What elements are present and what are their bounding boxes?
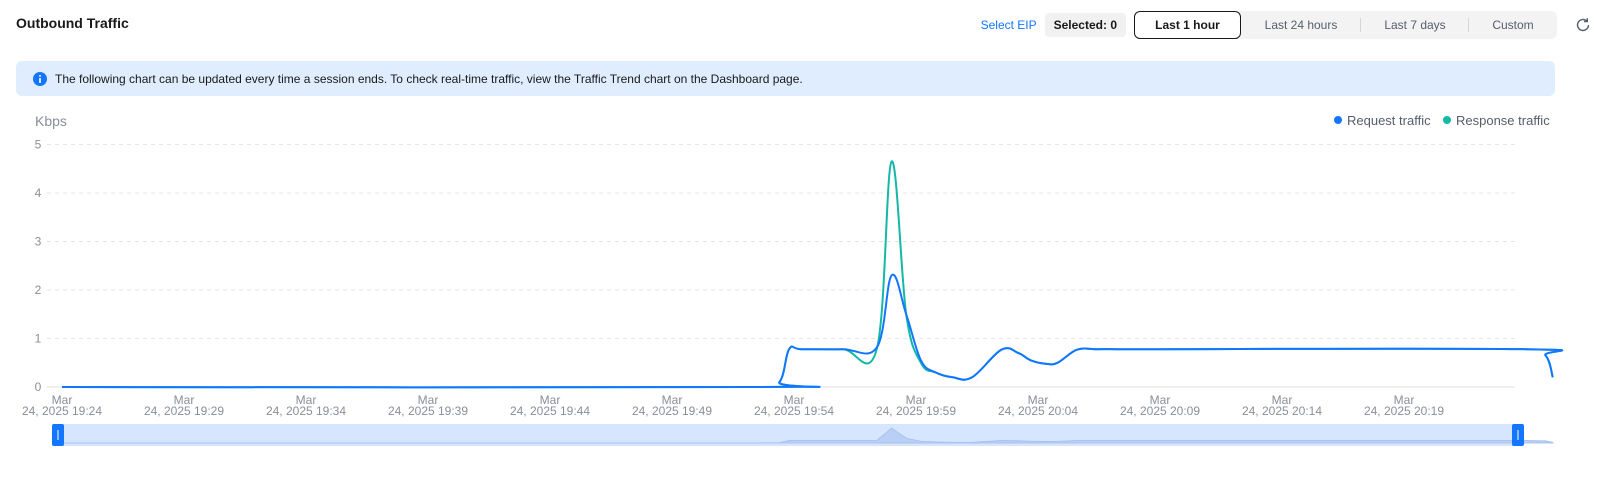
range-custom-button[interactable]: Custom (1492, 18, 1534, 32)
x-tick-label: 24, 2025 19:44 (510, 404, 590, 418)
info-text: The following chart can be updated every… (55, 71, 803, 86)
x-tick-label: Mar (540, 393, 561, 407)
range-last-7-days-button[interactable]: Last 7 days (1361, 11, 1469, 39)
header-controls: Select EIP Selected: 0 Last 1 hour Last … (981, 11, 1593, 39)
y-tick-label: 5 (35, 138, 42, 152)
x-tick-label: Mar (1150, 393, 1171, 407)
x-tick-label: 24, 2025 19:49 (632, 404, 712, 418)
x-tick-label: 24, 2025 20:14 (1242, 404, 1322, 418)
y-tick-label: 1 (35, 332, 42, 346)
legend-response-label: Response traffic (1456, 113, 1550, 128)
x-tick-label: 24, 2025 20:09 (1120, 404, 1200, 418)
info-banner: The following chart can be updated every… (16, 61, 1555, 96)
info-icon (33, 71, 47, 86)
x-tick-label: 24, 2025 19:59 (876, 404, 956, 418)
page-title: Outbound Traffic (16, 15, 129, 31)
traffic-chart: Kbps 0 1 2 3 4 5 Mar 24, 2025 19:24 Mar 24, 2025 1… (0, 100, 1609, 478)
selected-count-badge: Selected: 0 (1044, 13, 1126, 37)
x-tick-label: Mar (1272, 393, 1293, 407)
y-tick-label: 2 (35, 283, 42, 297)
x-tick-label: Mar (662, 393, 683, 407)
x-tick-label: Mar (52, 393, 73, 407)
page-header: Outbound Traffic Select EIP Selected: 0 … (0, 0, 1609, 50)
x-tick-label: Mar (784, 393, 805, 407)
x-tick-label: 24, 2025 19:24 (22, 404, 102, 418)
x-tick-label: 24, 2025 19:54 (754, 404, 834, 418)
x-tick-label: 24, 2025 20:19 (1364, 404, 1444, 418)
x-tick-label: Mar (1028, 393, 1049, 407)
range-last-24-hours-button[interactable]: Last 24 hours (1241, 11, 1361, 39)
x-tick-label: Mar (296, 393, 317, 407)
x-tick-label: 24, 2025 19:39 (388, 404, 468, 418)
x-tick-label: Mar (418, 393, 439, 407)
x-tick-label: Mar (906, 393, 927, 407)
y-tick-label: 0 (35, 380, 42, 394)
time-range-group: Last 1 hour Last 24 hours Last 7 days Cu… (1134, 11, 1557, 39)
range-last-1-hour-button[interactable]: Last 1 hour (1134, 11, 1241, 39)
x-tick-label: 24, 2025 19:34 (266, 404, 346, 418)
legend-response-dot (1443, 116, 1451, 124)
legend-request-dot (1334, 116, 1342, 124)
y-tick-label: 4 (35, 186, 42, 200)
x-tick-label: 24, 2025 20:04 (998, 404, 1078, 418)
x-tick-label: Mar (174, 393, 195, 407)
x-tick-label: 24, 2025 19:29 (144, 404, 224, 418)
x-tick-label: Mar (1394, 393, 1415, 407)
refresh-icon[interactable] (1573, 15, 1593, 35)
select-eip-link[interactable]: Select EIP (980, 18, 1037, 32)
y-tick-label: 3 (35, 235, 42, 249)
y-axis-label: Kbps (35, 113, 67, 129)
response-traffic-line (61, 160, 1564, 389)
request-traffic-line (61, 273, 1564, 389)
legend-request-label: Request traffic (1347, 113, 1431, 128)
zoom-slider-preview (62, 427, 1554, 444)
